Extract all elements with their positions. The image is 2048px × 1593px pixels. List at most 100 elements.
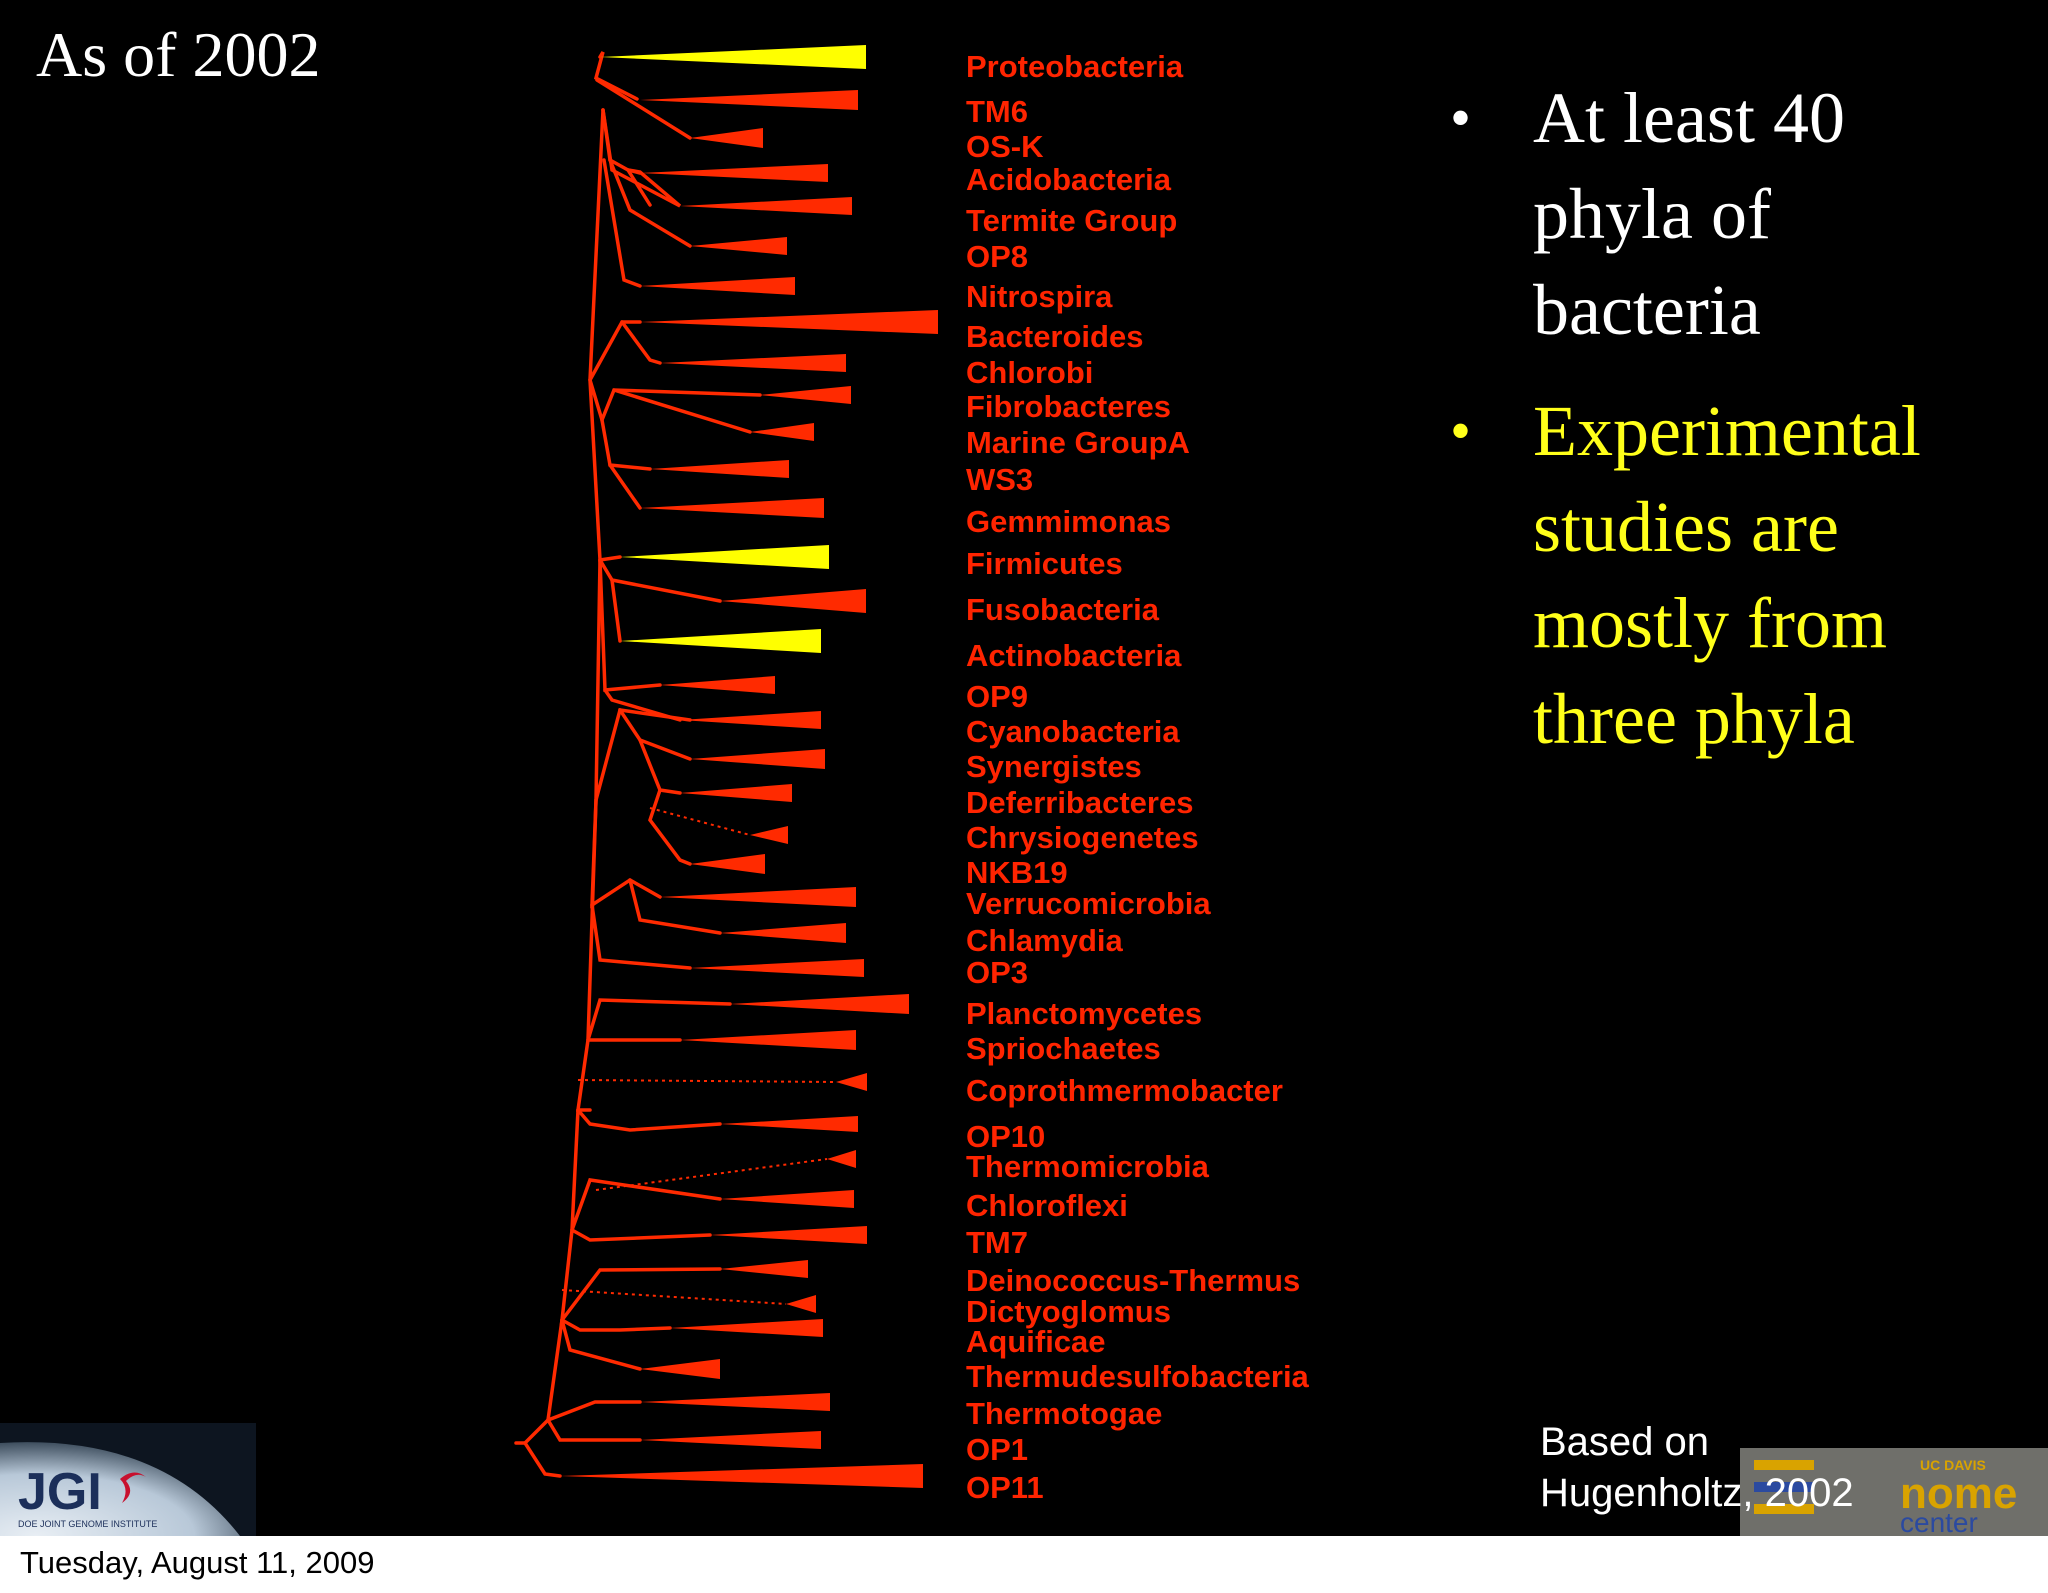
phylum-label-fusobacteria: Fusobacteria <box>966 592 1160 627</box>
clade-wedge-15 <box>720 589 866 613</box>
phylum-label-actinobacteria: Actinobacteria <box>966 638 1182 673</box>
phylum-label-gemmimonas: Gemmimonas <box>966 504 1171 539</box>
tree-branch-14 <box>598 558 722 603</box>
clade-wedge-22 <box>690 854 765 874</box>
phylum-label-bacteroides: Bacteroides <box>966 319 1143 354</box>
bullet-dot: • <box>1450 85 1472 151</box>
clade-wedge-12 <box>650 460 789 478</box>
tree-branch-1 <box>593 51 639 101</box>
tree-branch-21 <box>648 788 692 866</box>
clade-wedge-14 <box>620 545 829 569</box>
phylum-label-fibrobacteres: Fibrobacteres <box>966 389 1171 424</box>
phylum-label-op8: OP8 <box>966 239 1028 274</box>
phylum-label-firmicutes: Firmicutes <box>966 546 1123 581</box>
phylum-label-tm6: TM6 <box>966 94 1028 129</box>
bullet-1-line-3: bacteria <box>1533 270 1761 350</box>
tree-dashed-branch-2 <box>577 1079 837 1083</box>
clade-wedge-17 <box>660 676 775 694</box>
tree-branch-35 <box>546 1418 642 1442</box>
clade-wedge-4 <box>640 164 828 182</box>
bullet-1-line-1: At least 40 <box>1533 78 1845 158</box>
clade-wedge-21 <box>750 826 788 844</box>
phylum-label-op1: OP1 <box>966 1432 1028 1467</box>
genome-center-sub-text: center <box>1900 1507 1978 1536</box>
source-credit: Based on Hugenholtz, 2002 <box>1540 1417 1854 1519</box>
phylum-label-op10: OP10 <box>966 1119 1045 1154</box>
jgi-logo-subtitle: DOE JOINT GENOME INSTITUTE <box>18 1519 157 1529</box>
clade-wedge-16 <box>620 629 821 653</box>
phylum-label-proteobacteria: Proteobacteria <box>966 49 1184 84</box>
clade-wedge-23 <box>660 887 856 907</box>
jgi-logo: JGI DOE JOINT GENOME INSTITUTE <box>0 1423 256 1536</box>
clade-wedge-30 <box>827 1150 856 1168</box>
tree-branch-36 <box>522 1418 562 1478</box>
clade-wedge-18 <box>680 711 821 729</box>
tree-branch-18 <box>594 558 692 801</box>
tree-branch-25 <box>586 798 732 1041</box>
tree-branch-5 <box>608 158 642 175</box>
clade-wedge-13 <box>640 498 824 518</box>
tree-dashed-branch-4 <box>561 1289 787 1305</box>
genome-center-logo: UC DAVIS nome center <box>1740 1448 2048 1536</box>
phylum-label-cyanobacteria: Cyanobacteria <box>966 714 1180 749</box>
clade-wedge-5 <box>680 197 852 215</box>
clade-wedge-11 <box>750 423 814 441</box>
tree-branch-15 <box>610 578 622 643</box>
phylum-label-acidobacteria: Acidobacteria <box>966 162 1172 197</box>
phylum-label-spriochaetes: Spriochaetes <box>966 1031 1161 1066</box>
phylum-label-dictyoglomus: Dictyoglomus <box>966 1294 1171 1329</box>
clade-wedge-36 <box>640 1359 720 1379</box>
phylum-label-os-k: OS-K <box>966 129 1044 164</box>
phylum-label-deferribacteres: Deferribacteres <box>966 785 1193 820</box>
clade-wedge-10 <box>760 386 851 404</box>
tree-branch-28 <box>576 1108 722 1132</box>
phylum-label-ws3: WS3 <box>966 462 1033 497</box>
phylum-label-verrucomicrobia: Verrucomicrobia <box>966 886 1211 921</box>
credit-line-2: Hugenholtz, 2002 <box>1540 1471 1854 1515</box>
tree-clade-wedges <box>560 45 938 1488</box>
clade-wedge-27 <box>680 1030 856 1050</box>
phylum-label-marine-groupa: Marine GroupA <box>966 425 1190 460</box>
clade-wedge-32 <box>710 1226 867 1244</box>
tree-branch-10 <box>612 388 752 434</box>
bullet-2-line-2: studies are <box>1533 487 1839 567</box>
genome-center-main-text: nome <box>1900 1469 2017 1518</box>
footer-bar <box>0 1536 2048 1593</box>
phylum-label-chrysiogenetes: Chrysiogenetes <box>966 820 1199 855</box>
tree-branch-34 <box>545 1318 642 1423</box>
phylum-label-coprothmermobacter: Coprothmermobacter <box>966 1073 1283 1108</box>
phylum-label-synergistes: Synergistes <box>966 749 1142 784</box>
bullet-1-line-2: phyla of <box>1533 174 1771 254</box>
tree-branch-23 <box>628 878 722 935</box>
phylum-label-nitrospira: Nitrospira <box>966 279 1113 314</box>
clade-wedge-37 <box>640 1393 830 1411</box>
clade-wedge-31 <box>720 1190 854 1208</box>
slide: As of 2002 Proteobacteria TM6 OS-K Acidobac… <box>0 0 2048 1536</box>
phylum-label-chlamydia: Chlamydia <box>966 923 1124 958</box>
clade-wedge-9 <box>660 354 846 372</box>
phylum-label-deinococcus-thermus: Deinococcus-Thermus <box>966 1263 1300 1298</box>
clade-wedge-28 <box>836 1073 867 1091</box>
clade-wedge-29 <box>720 1116 858 1132</box>
tree-branch-6 <box>602 158 642 288</box>
phylum-label-op3: OP3 <box>966 955 1028 990</box>
tree-branch-8 <box>620 320 662 365</box>
phylum-label-tm7: TM7 <box>966 1225 1028 1260</box>
tree-branch-33 <box>560 1318 642 1371</box>
tree-branch-27 <box>575 1038 592 1112</box>
tree-branch-31 <box>559 1228 722 1327</box>
tree-branch-30 <box>570 1228 712 1242</box>
slide-date: Tuesday, August 11, 2009 <box>20 1545 375 1580</box>
clade-wedge-38 <box>640 1431 821 1449</box>
clade-wedge-3 <box>690 128 763 148</box>
clade-wedge-25 <box>690 959 864 977</box>
bullet-text-1: At least 40 phyla of bacteria <box>1533 70 1845 358</box>
phylum-label-chloroflexi: Chloroflexi <box>966 1188 1128 1223</box>
tree-branch-2 <box>595 78 692 140</box>
phylum-label-planctomycetes: Planctomycetes <box>966 996 1202 1031</box>
clade-wedge-7 <box>640 277 795 295</box>
phylum-label-thermudesulfobacteria: Thermudesulfobacteria <box>966 1359 1310 1394</box>
phylum-label-termite-group: Termite Group <box>966 203 1177 238</box>
bullet-2-line-1: Experimental <box>1533 391 1921 471</box>
